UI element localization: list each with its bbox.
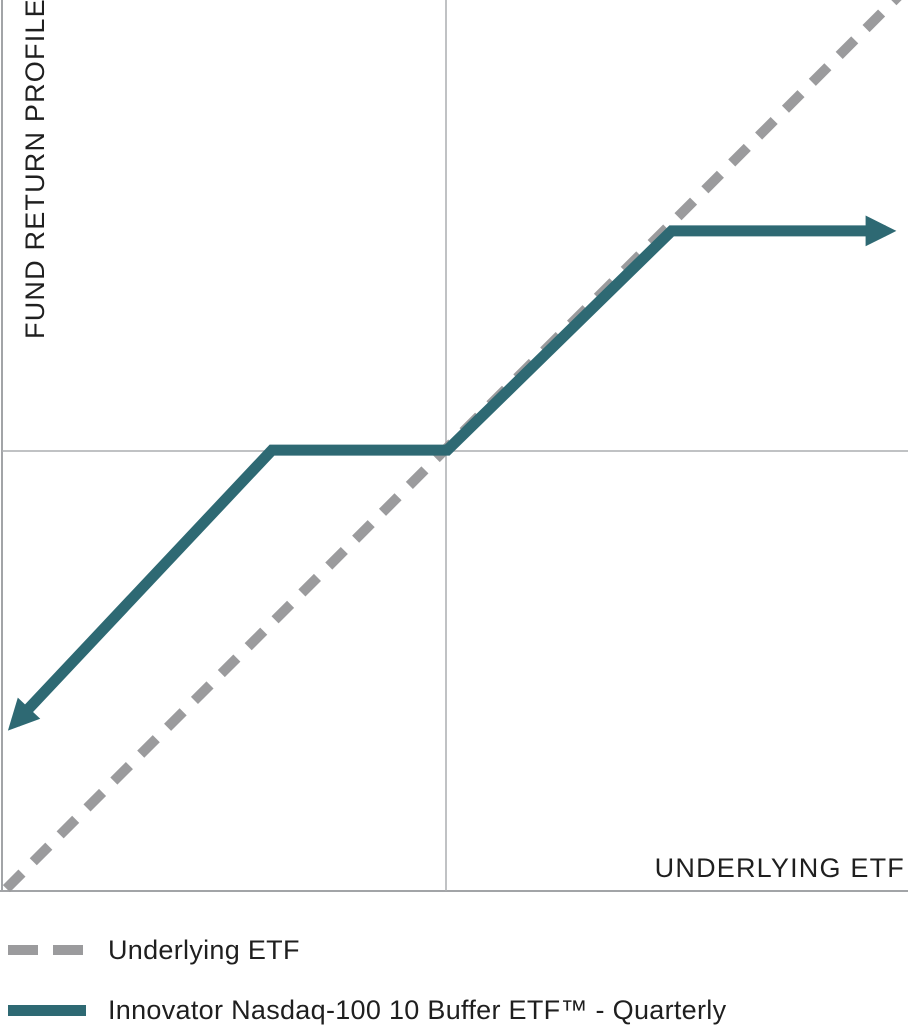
x-axis-label: UNDERLYING ETF: [654, 853, 905, 883]
dashed-line-swatch-icon: [8, 945, 86, 955]
legend-label-underlying: Underlying ETF: [108, 934, 300, 965]
solid-line-swatch-icon: [8, 1004, 86, 1016]
buffer-etf-payoff-line: [7, 215, 897, 731]
legend-row-fund: Innovator Nasdaq-100 10 Buffer ETF™ - Qu…: [8, 993, 726, 1027]
legend-label-fund: Innovator Nasdaq-100 10 Buffer ETF™ - Qu…: [108, 994, 727, 1025]
underlying-etf-dashed-line: [2, 0, 902, 893]
legend-row-underlying: Underlying ETF: [8, 933, 300, 967]
payoff-chart-canvas: [0, 0, 908, 893]
y-axis-label: FUND RETURN PROFILE: [20, 0, 50, 339]
